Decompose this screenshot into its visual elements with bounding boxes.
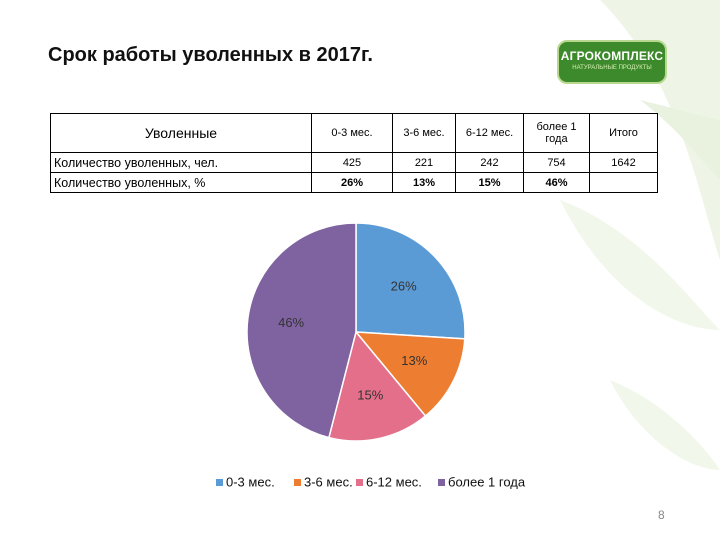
legend-swatch xyxy=(356,479,363,486)
table-row: Уволенные 0-3 мес. 3-6 мес. 6-12 мес. более … xyxy=(50,113,658,153)
table-cell: 26% xyxy=(311,172,393,193)
table-cell: 3-6 мес. xyxy=(392,113,456,153)
table-cell: 15% xyxy=(455,172,524,193)
table-cell: Итого xyxy=(589,113,658,153)
legend-label: 3-6 мес. xyxy=(304,474,353,489)
slice-label: 15% xyxy=(357,387,383,402)
slide-title: Срок работы уволенных в 2017г. xyxy=(48,44,373,66)
table-cell: более 1 года xyxy=(523,113,590,153)
logo-tagline: НАТУРАЛЬНЫЕ ПРОДУКТЫ xyxy=(572,65,652,71)
logo-name: АГРОКОМПЛЕКС xyxy=(560,49,664,63)
slice-label: 26% xyxy=(391,279,417,294)
table-row: Количество уволенных, чел. 425 221 242 754 16… xyxy=(50,152,658,173)
table-cell: 6-12 мес. xyxy=(455,113,524,153)
pie-slice xyxy=(354,331,466,418)
legend-swatch xyxy=(438,479,445,486)
table-cell: 13% xyxy=(392,172,456,193)
legend-label: более 1 года xyxy=(448,474,526,489)
page-number: 8 xyxy=(658,508,665,522)
pie-slice xyxy=(327,330,427,442)
legend-label: 0-3 мес. xyxy=(226,474,275,489)
slice-label: 13% xyxy=(401,353,427,368)
table-cell: Количество уволенных, % xyxy=(50,172,312,193)
logo: АГРОКОМПЛЕКС НАТУРАЛЬНЫЕ ПРОДУКТЫ xyxy=(557,40,667,84)
slice-label: 46% xyxy=(278,315,304,330)
table-cell xyxy=(589,172,658,193)
legend-swatch xyxy=(294,479,301,486)
pie-slice xyxy=(355,222,466,340)
legend-label: 6-12 мес. xyxy=(366,474,422,489)
legend-swatch xyxy=(216,479,223,486)
pie-slice xyxy=(246,222,357,439)
table-cell: 754 xyxy=(523,152,590,173)
table-row: Количество уволенных, % 26% 13% 15% 46% xyxy=(50,172,658,193)
data-table: Уволенные 0-3 мес. 3-6 мес. 6-12 мес. более … xyxy=(50,113,658,193)
